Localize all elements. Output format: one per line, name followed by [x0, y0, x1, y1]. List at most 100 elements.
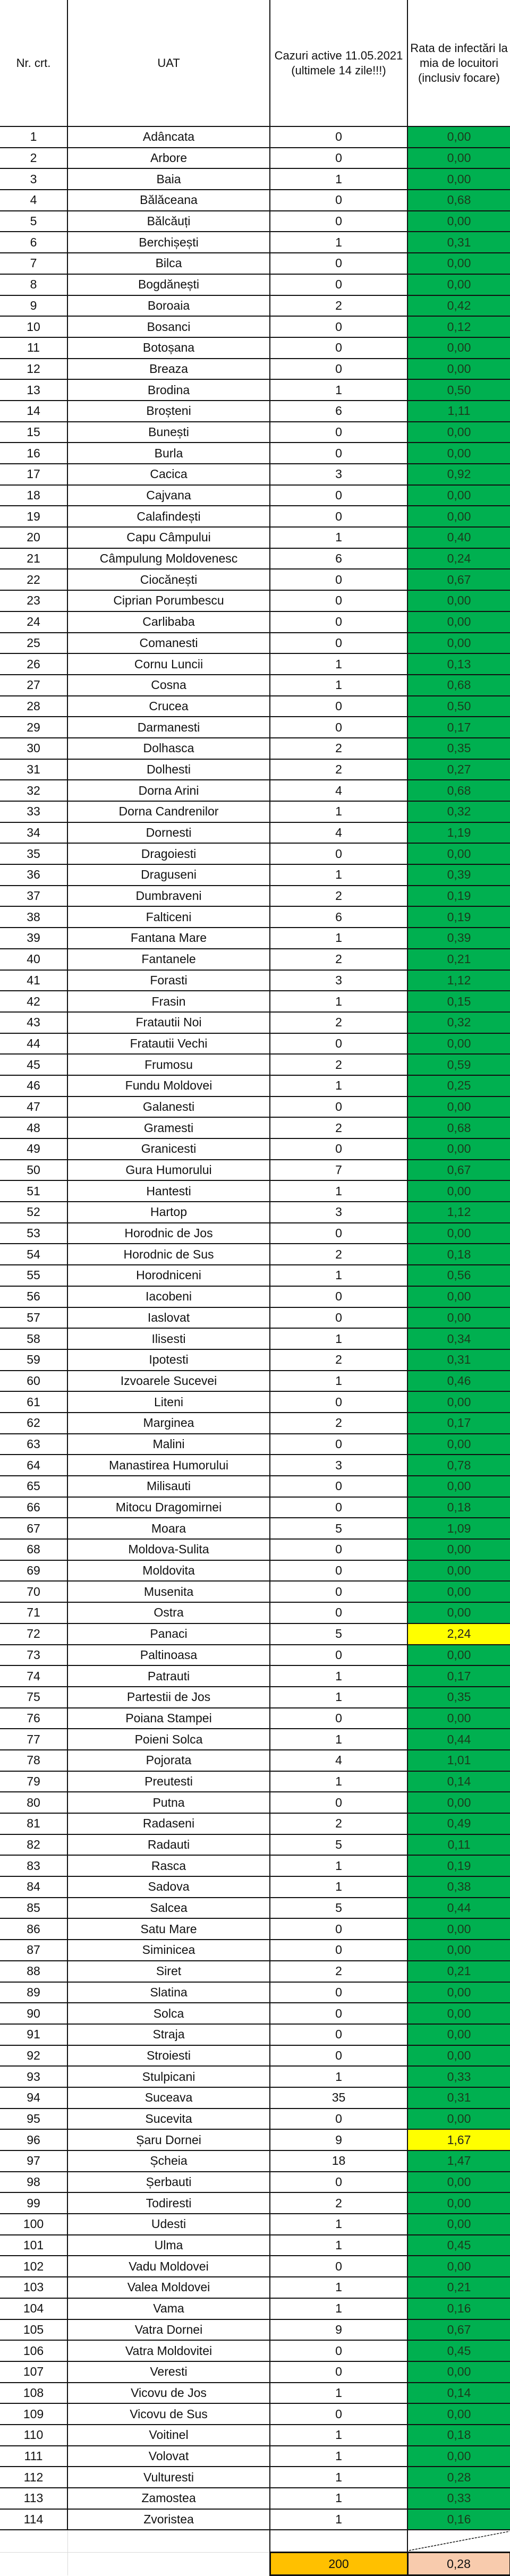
table-row: 47 Galanesti 0 0,00: [0, 1095, 510, 1118]
table-row: 80 Putna 0 0,00: [0, 1791, 510, 1814]
table-row: 94 Suceava 35 0,31: [0, 2086, 510, 2109]
uat-name: Ilisesti: [67, 1328, 270, 1350]
row-number: 102: [0, 2255, 68, 2278]
row-number: 76: [0, 1707, 68, 1730]
table-row: 67 Moara 5 1,09: [0, 1517, 510, 1540]
uat-name: Vicovu de Sus: [67, 2403, 270, 2425]
table-row: 9 Boroaia 2 0,42: [0, 294, 510, 317]
table-row: 7 Bilca 0 0,00: [0, 252, 510, 275]
table-row: 112 Vulturesti 1 0,28: [0, 2466, 510, 2488]
uat-name: Fundu Moldovei: [67, 1074, 270, 1097]
infection-rate: 0,21: [407, 2276, 510, 2299]
table-row: 83 Rasca 1 0,19: [0, 1855, 510, 1877]
active-cases: 2: [269, 2192, 408, 2215]
infection-rate: 0,00: [407, 1222, 510, 1245]
active-cases: 1: [269, 1328, 408, 1350]
active-cases: 1: [269, 2276, 408, 2299]
row-number: 38: [0, 906, 68, 929]
row-number: 100: [0, 2213, 68, 2235]
table-row: 22 Ciocănești 0 0,67: [0, 568, 510, 591]
infection-rate: 1,11: [407, 399, 510, 422]
active-cases: 18: [269, 2150, 408, 2172]
row-number: 49: [0, 1138, 68, 1160]
active-cases: 1: [269, 2234, 408, 2257]
infection-rate: 0,00: [407, 210, 510, 233]
infection-rate: 1,09: [407, 1517, 510, 1540]
uat-name: Voitinel: [67, 2424, 270, 2446]
table-row: 23 Ciprian Porumbescu 0 0,00: [0, 590, 510, 612]
row-number: 60: [0, 1370, 68, 1392]
active-cases: 5: [269, 1517, 408, 1540]
uat-name: Cajvana: [67, 484, 270, 507]
table-row: 33 Dorna Candrenilor 1 0,32: [0, 801, 510, 823]
row-number: 96: [0, 2129, 68, 2151]
active-cases: 0: [269, 1306, 408, 1329]
active-cases: 7: [269, 1159, 408, 1181]
header-cases: Cazuri active 11.05.2021 (ultimele 14 zi…: [269, 0, 408, 127]
infection-rate: 0,00: [407, 1391, 510, 1413]
infection-rate: 0,00: [407, 1095, 510, 1118]
table-row: 10 Bosanci 0 0,12: [0, 316, 510, 338]
uat-name: Cacica: [67, 463, 270, 486]
infection-rate: 0,00: [407, 1559, 510, 1582]
uat-name: Sadova: [67, 1876, 270, 1898]
table-row: 108 Vicovu de Jos 1 0,14: [0, 2382, 510, 2404]
uat-name: Dolhesti: [67, 758, 270, 781]
active-cases: 5: [269, 1833, 408, 1856]
infection-rate: 0,39: [407, 927, 510, 949]
row-number: 73: [0, 1644, 68, 1667]
uat-name: Straja: [67, 2023, 270, 2046]
uat-name: Horodnic de Jos: [67, 1222, 270, 1245]
table-row: 69 Moldovita 0 0,00: [0, 1559, 510, 1582]
active-cases: 0: [269, 358, 408, 380]
table-row: 36 Draguseni 1 0,39: [0, 864, 510, 886]
table-row: 102 Vadu Moldovei 0 0,00: [0, 2255, 510, 2278]
uat-name: Comanesti: [67, 632, 270, 654]
row-number: 26: [0, 653, 68, 675]
active-cases: 3: [269, 1454, 408, 1476]
active-cases: 2: [269, 1412, 408, 1434]
active-cases: 1: [269, 1686, 408, 1708]
active-cases: 1: [269, 927, 408, 949]
row-number: 19: [0, 505, 68, 528]
infection-rate: 0,17: [407, 1665, 510, 1687]
uat-name: Fratautii Vechi: [67, 1032, 270, 1055]
uat-name: Frumosu: [67, 1053, 270, 1076]
infection-rate: 0,00: [407, 2192, 510, 2215]
active-cases: 0: [269, 505, 408, 528]
infection-rate: 0,49: [407, 1813, 510, 1835]
active-cases: 2: [269, 1243, 408, 1266]
uat-name: Dorna Arini: [67, 779, 270, 802]
blank-row: [0, 2530, 510, 2553]
infection-rate: 0,00: [407, 843, 510, 865]
uat-name: Vicovu de Jos: [67, 2382, 270, 2404]
uat-name: Milisauti: [67, 1475, 270, 1498]
blank-cell: [269, 2530, 408, 2553]
table-row: 88 Siret 2 0,21: [0, 1960, 510, 1983]
uat-name: Partestii de Jos: [67, 1686, 270, 1708]
row-number: 57: [0, 1306, 68, 1329]
uat-name: Stulpicani: [67, 2065, 270, 2088]
table-row: 14 Broșteni 6 1,11: [0, 399, 510, 422]
uat-name: Botoșana: [67, 336, 270, 359]
uat-name: Moldovita: [67, 1559, 270, 1582]
active-cases: 0: [269, 1644, 408, 1667]
header-row: Nr. crt. UAT Cazuri active 11.05.2021 (u…: [0, 0, 510, 127]
active-cases: 0: [269, 695, 408, 718]
infection-rate: 0,33: [407, 2065, 510, 2088]
active-cases: 0: [269, 2002, 408, 2025]
infection-rate: 0,00: [407, 252, 510, 275]
table-row: 92 Stroiesti 0 0,00: [0, 2044, 510, 2067]
row-number: 64: [0, 1454, 68, 1476]
infection-rate: 0,68: [407, 189, 510, 211]
table-row: 37 Dumbraveni 2 0,19: [0, 885, 510, 907]
active-cases: 0: [269, 1791, 408, 1814]
infection-rate: 0,14: [407, 2382, 510, 2404]
active-cases: 0: [269, 126, 408, 148]
row-number: 4: [0, 189, 68, 211]
table-row: 113 Zamostea 1 0,33: [0, 2487, 510, 2510]
row-number: 97: [0, 2150, 68, 2172]
table-row: 16 Burla 0 0,00: [0, 442, 510, 464]
table-row: 52 Hartop 3 1,12: [0, 1201, 510, 1223]
uat-name: Horodnic de Sus: [67, 1243, 270, 1266]
